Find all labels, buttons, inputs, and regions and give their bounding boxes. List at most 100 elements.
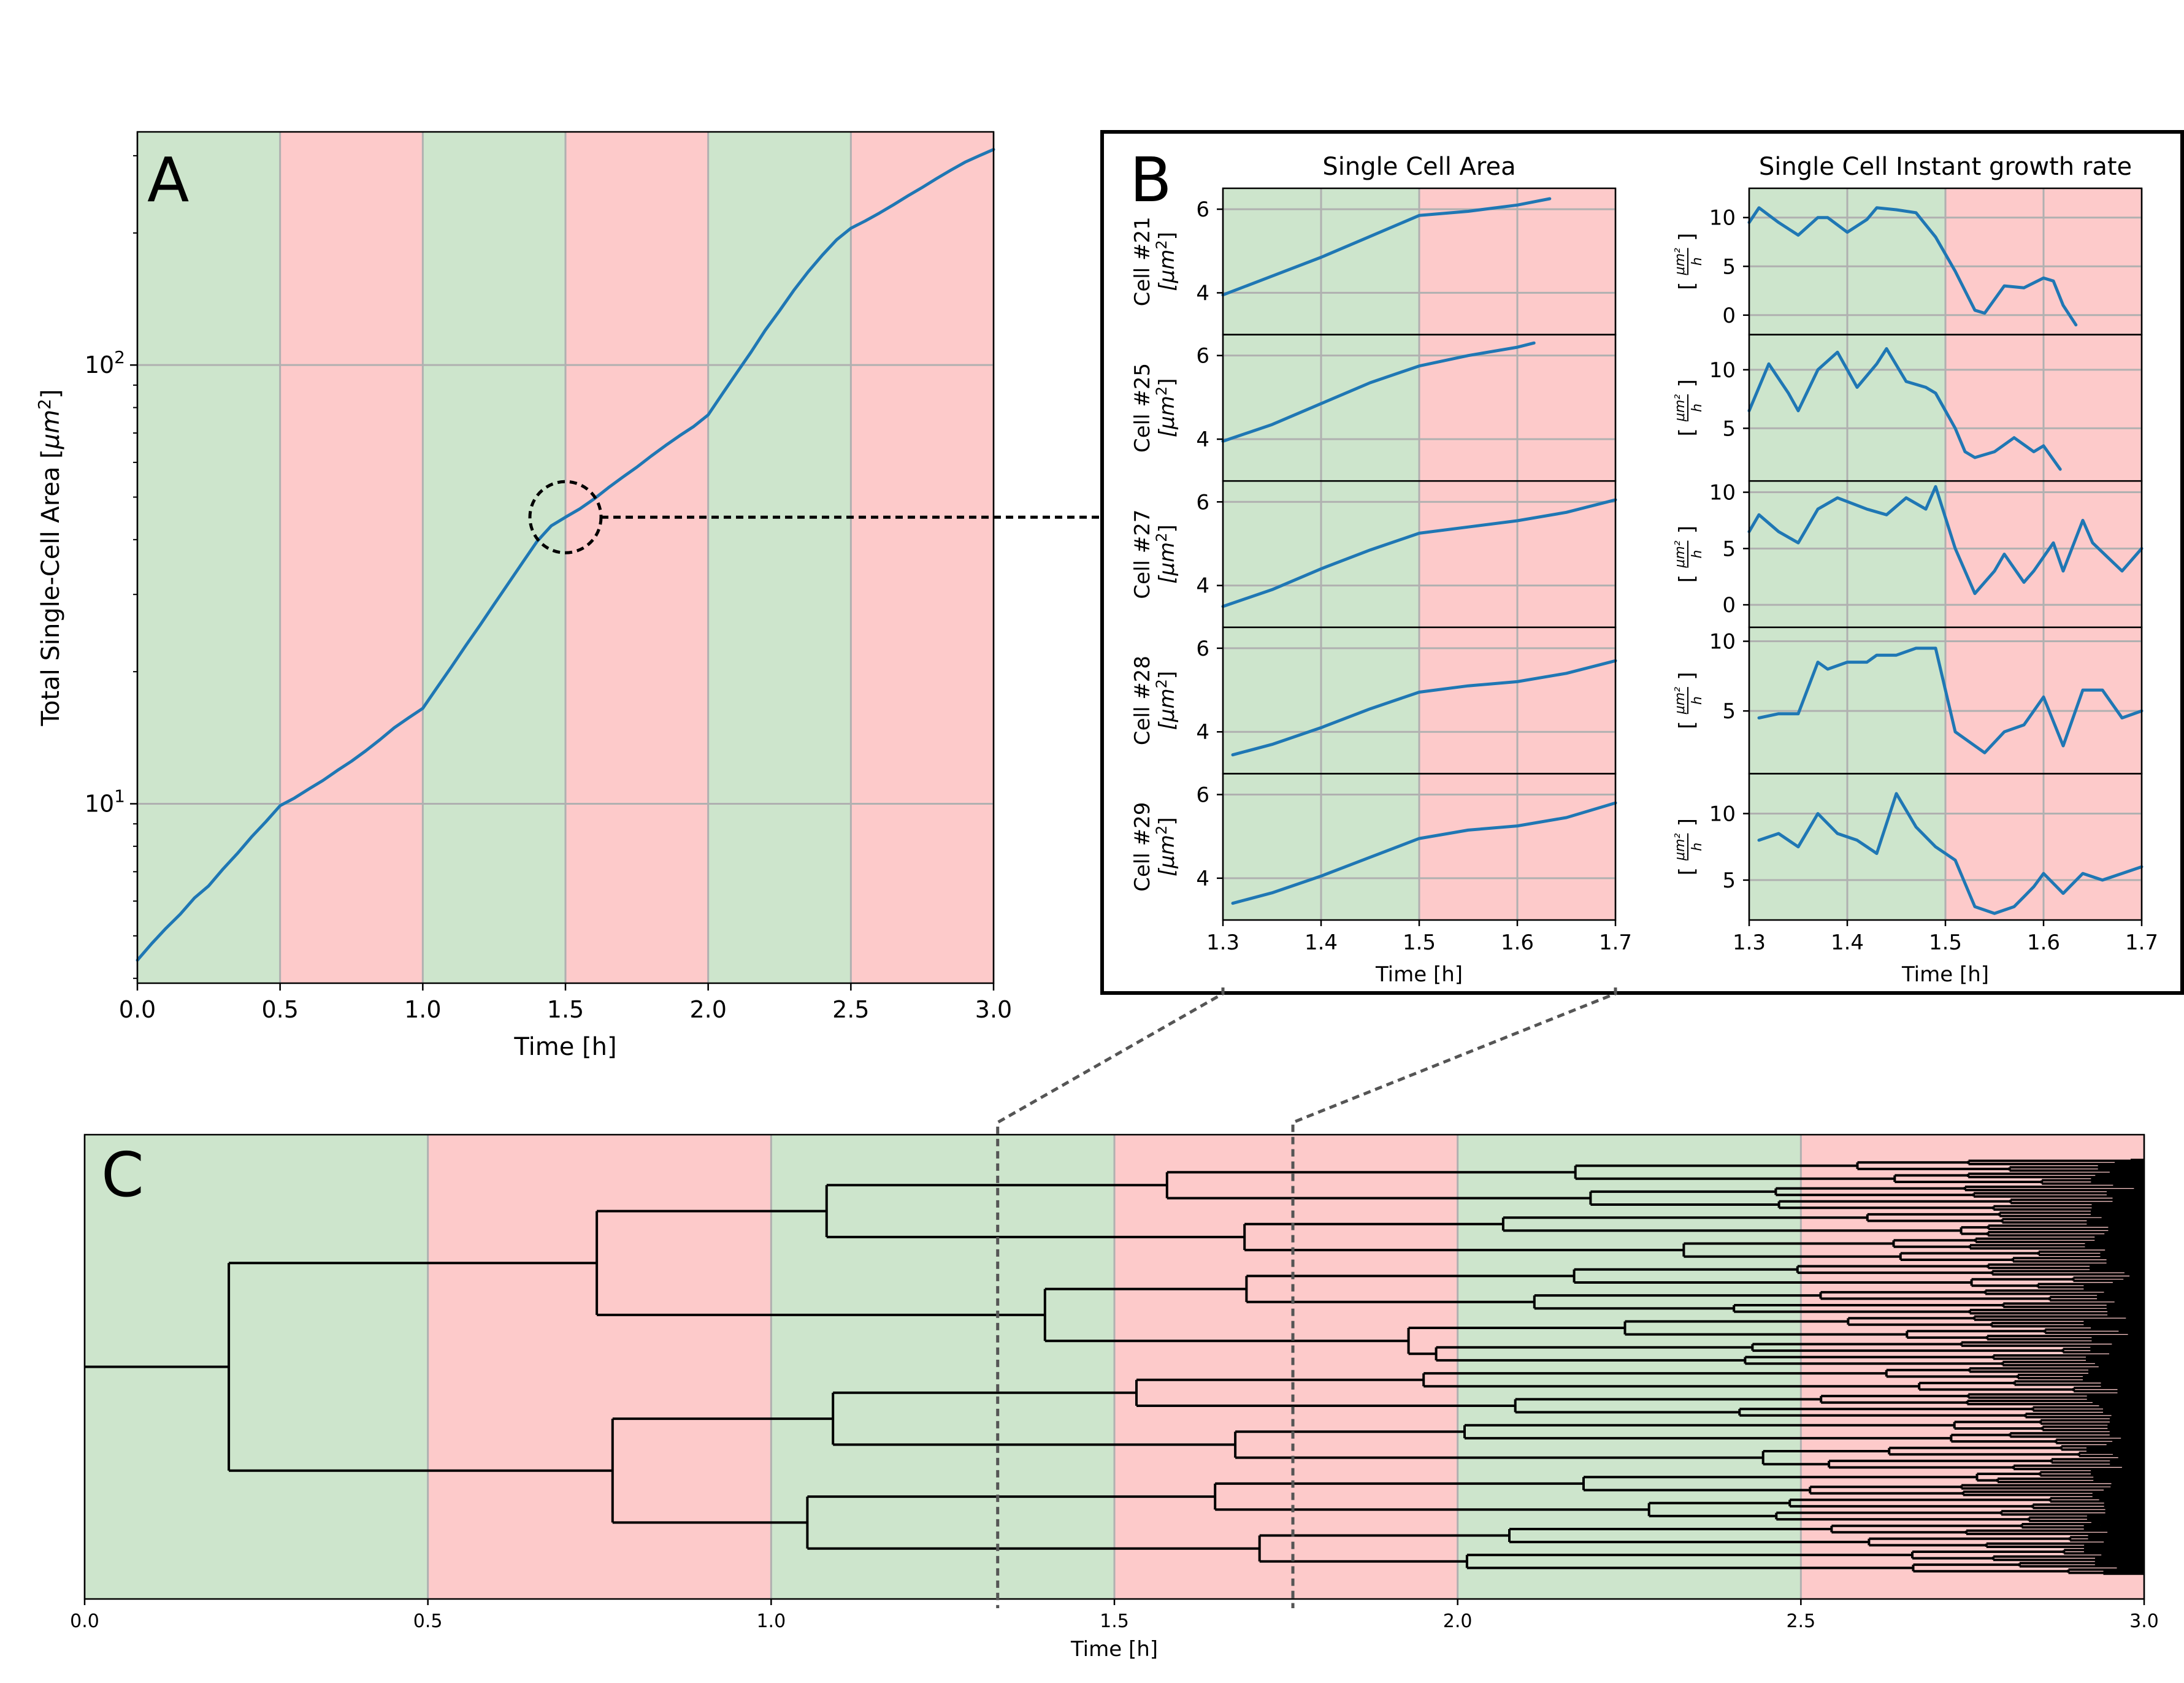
area-xtick-label-3: 1.6 — [1501, 930, 1534, 955]
rate-unit-num-3: μm² — [1672, 687, 1688, 715]
rate-unit-bracket-close-1: ] — [1675, 379, 1699, 387]
area-curve-2 — [1221, 498, 1617, 608]
panel-a-ytick-label-0: 101 — [85, 786, 125, 817]
rate-row-unit-3: [μm² h] — [1672, 672, 1705, 729]
area-xtick-label-2: 1.5 — [1403, 930, 1436, 955]
rate-curve-4 — [1757, 792, 2144, 915]
rate-ytick-label-0-1: 5 — [1722, 255, 1736, 279]
panel-c-band-1 — [427, 1135, 772, 1599]
area-column-title: Single Cell Area — [1322, 153, 1515, 181]
panel-c-band-2 — [771, 1135, 1114, 1599]
rate-ytick-label-2-2: 10 — [1709, 481, 1736, 505]
area-ytick-label-3-1: 6 — [1196, 637, 1209, 661]
area-xtick-label-0: 1.3 — [1206, 930, 1240, 955]
rate-ytick-label-0-0: 0 — [1722, 304, 1736, 328]
rate-ytick-label-4-1: 10 — [1709, 802, 1736, 826]
panel-a-ytick-label-1: 102 — [85, 347, 125, 378]
area-ytick-label-2-1: 6 — [1196, 490, 1209, 515]
rate-unit-bracket-open-2: [ — [1675, 575, 1699, 583]
area-curve-1 — [1221, 341, 1536, 443]
area-row-label-4: Cell #29 — [1130, 802, 1155, 892]
panel-a-xtick-label-5: 2.5 — [832, 996, 869, 1023]
rate-xtick-label-4: 1.7 — [2125, 930, 2158, 955]
panel-c-letter: C — [101, 1139, 144, 1211]
rate-xlabel: Time [h] — [1901, 962, 1989, 987]
rate-unit-bracket-close-4: ] — [1675, 818, 1699, 826]
area-curve-0 — [1221, 197, 1552, 297]
area-ytick-label-3-0: 4 — [1196, 720, 1209, 745]
panel-a-xtick-label-0: 0.0 — [119, 996, 156, 1023]
rate-unit-num-0: μm² — [1672, 248, 1688, 275]
panel-a-band-1 — [280, 132, 423, 983]
panel-c-xtick-label-5: 2.5 — [1786, 1611, 1815, 1632]
area-ytick-label-1-1: 6 — [1196, 344, 1209, 369]
panel-a-series — [136, 148, 995, 962]
lineage-tree — [85, 1159, 2144, 1575]
rate-xtick-label-1: 1.4 — [1831, 930, 1864, 955]
rate-unit-den-3: h — [1690, 696, 1705, 705]
area-row-label-1: Cell #25 — [1130, 363, 1155, 453]
rate-xtick-label-0: 1.3 — [1733, 930, 1766, 955]
rate-curve-2 — [1747, 485, 2144, 596]
rate-ytick-label-3-1: 10 — [1709, 630, 1736, 654]
panel-a-xtick-label-4: 2.0 — [689, 996, 726, 1023]
panel-c-xtick-label-0: 0.0 — [70, 1611, 99, 1632]
panel-c-xtick-label-1: 0.5 — [413, 1611, 443, 1632]
rate-unit-bracket-close-0: ] — [1675, 233, 1699, 241]
rate-unit-num-2: μm² — [1672, 540, 1688, 568]
panel-c-band-4 — [1457, 1135, 1801, 1599]
rate-ytick-label-1-1: 10 — [1709, 358, 1736, 383]
rate-ytick-label-3-0: 5 — [1722, 699, 1736, 724]
panel-a-xlabel: Time [h] — [513, 1033, 616, 1061]
rate-ytick-label-1-0: 5 — [1722, 416, 1736, 441]
area-ytick-label-0-0: 4 — [1196, 281, 1209, 305]
rate-ytick-label-0-2: 10 — [1709, 206, 1736, 231]
rate-row-unit-1: [μm² h] — [1672, 379, 1705, 436]
area-row-label-3: Cell #28 — [1130, 656, 1155, 745]
area-xtick-label-4: 1.7 — [1599, 930, 1632, 955]
panel-a-y-ticks: 101 102 — [85, 155, 137, 980]
area-ytick-label-2-0: 4 — [1196, 574, 1209, 599]
panel-a-ylabel: Total Single-Cell Area [μm2] — [34, 389, 65, 726]
rate-unit-den-2: h — [1690, 550, 1705, 559]
rate-ytick-label-2-1: 5 — [1722, 537, 1736, 561]
panel-a-series-line-0 — [136, 148, 995, 962]
panel-c-xtick-label-4: 2.0 — [1443, 1611, 1473, 1632]
panel-a-band-0 — [137, 132, 280, 983]
rate-xtick-label-3: 1.6 — [2027, 930, 2060, 955]
area-xtick-label-1: 1.4 — [1305, 930, 1338, 955]
rate-unit-bracket-open-1: [ — [1675, 428, 1699, 436]
rate-unit-num-1: μm² — [1672, 394, 1688, 422]
panel-a-x-ticks: 0.0 0.5 1.0 1.5 2.0 2.5 3.0 — [119, 983, 1012, 1023]
area-row-unit-2: [μm2] — [1153, 524, 1179, 584]
rate-unit-bracket-close-3: ] — [1675, 672, 1699, 680]
area-row-unit-1: [μm2] — [1153, 378, 1179, 438]
rate-curve-1 — [1747, 347, 2062, 471]
rate-unit-bracket-open-0: [ — [1675, 282, 1699, 290]
zoom-connector-right — [1291, 987, 1617, 1608]
rate-unit-den-0: h — [1690, 257, 1705, 266]
panel-a-band-3 — [565, 132, 708, 983]
zoom-connector-left — [996, 987, 1225, 1608]
rate-curve-3 — [1757, 646, 2144, 754]
area-row-unit-0: [μm2] — [1153, 232, 1179, 291]
rate-row-unit-2: [ μm² h] — [1672, 526, 1705, 583]
panel-c-chart: 0.0 0.5 1.0 1.5 2.0 2.5 3.0 C Time [h] — [70, 1133, 2159, 1662]
area-ytick-label-1-0: 4 — [1196, 427, 1209, 452]
panel-a-xtick-label-1: 0.5 — [261, 996, 298, 1023]
panel-a-bands — [137, 132, 994, 983]
zoom-highlight-circle — [528, 480, 1102, 554]
area-row-unit-3: [μm2] — [1153, 671, 1179, 730]
rate-xtick-label-2: 1.5 — [1929, 930, 1962, 955]
rate-unit-bracket-close-2: ] — [1675, 526, 1699, 534]
panel-a-band-2 — [423, 132, 565, 983]
panel-c-x-ticks: 0.0 0.5 1.0 1.5 2.0 2.5 3.0 — [70, 1599, 2159, 1632]
rate-column-title: Single Cell Instant growth rate — [1759, 153, 2132, 181]
panel-a-xtick-label-6: 3.0 — [975, 996, 1012, 1023]
rate-curve-0 — [1747, 206, 2078, 327]
rate-unit-den-4: h — [1690, 843, 1705, 851]
